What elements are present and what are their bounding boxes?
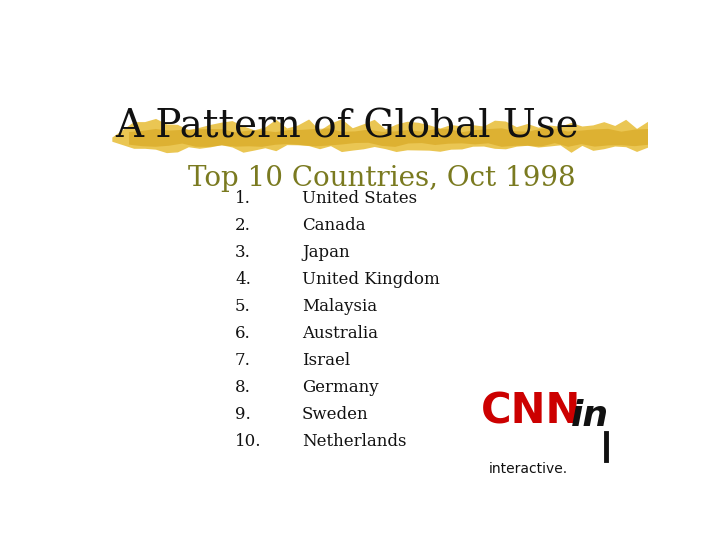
Text: Sweden: Sweden: [302, 406, 369, 423]
Text: Canada: Canada: [302, 217, 366, 234]
Text: Top 10 Countries, Oct 1998: Top 10 Countries, Oct 1998: [188, 165, 575, 192]
Text: 7.: 7.: [235, 352, 251, 369]
Text: 6.: 6.: [235, 325, 251, 342]
Text: interactive.: interactive.: [489, 462, 568, 476]
Text: 4.: 4.: [235, 271, 251, 288]
Text: Germany: Germany: [302, 379, 379, 396]
Text: CNN: CNN: [481, 391, 581, 433]
Text: United Kingdom: United Kingdom: [302, 271, 440, 288]
Text: 10.: 10.: [235, 433, 261, 450]
Text: 1.: 1.: [235, 190, 251, 206]
Text: 2.: 2.: [235, 217, 251, 234]
Text: Malaysia: Malaysia: [302, 298, 377, 315]
Text: 9.: 9.: [235, 406, 251, 423]
Text: Australia: Australia: [302, 325, 378, 342]
Text: 3.: 3.: [235, 244, 251, 261]
Text: Netherlands: Netherlands: [302, 433, 407, 450]
Text: 5.: 5.: [235, 298, 251, 315]
Polygon shape: [129, 129, 648, 147]
Text: in: in: [571, 399, 609, 433]
Polygon shape: [112, 119, 648, 153]
Text: Japan: Japan: [302, 244, 350, 261]
Text: Israel: Israel: [302, 352, 350, 369]
Text: A Pattern of Global Use: A Pattern of Global Use: [115, 109, 579, 145]
Text: United States: United States: [302, 190, 417, 206]
Text: 8.: 8.: [235, 379, 251, 396]
